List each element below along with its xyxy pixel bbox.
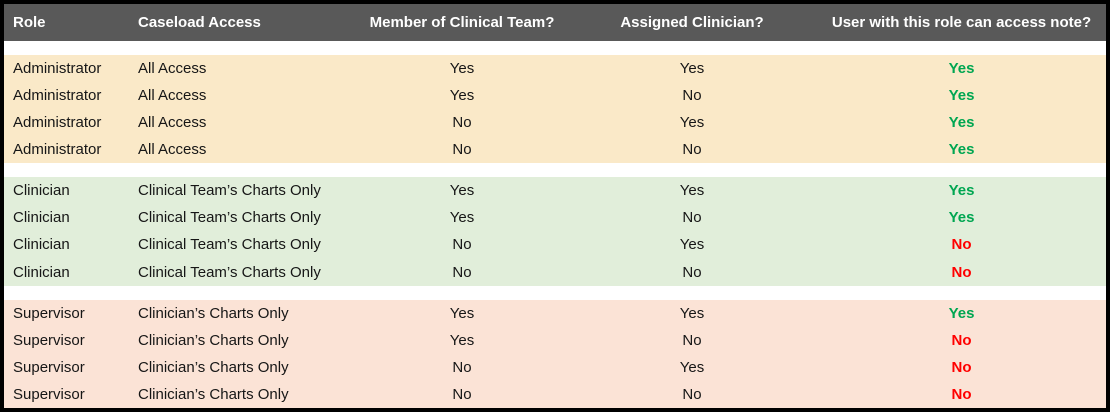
assigned-clinician-cell: Yes <box>679 358 705 376</box>
caseload-access-cell: Clinician’s Charts Only <box>138 304 289 322</box>
table-row-clinician: Clinician Clinical Team’s Charts Only No Ye… <box>4 231 1106 259</box>
role-cell: Clinician <box>13 182 70 200</box>
can-access-note-cell: Yes <box>948 141 975 159</box>
column-header-member-of-clinical-team: Member of Clinical Team? <box>357 4 567 41</box>
caseload-access-cell: All Access <box>138 87 207 105</box>
group-spacer-cell <box>4 285 1106 300</box>
assigned-clinician-cell: Yes <box>679 236 705 254</box>
can-access-note-cell: No <box>951 358 972 376</box>
column-header-can-access-note: User with this role can access note? <box>817 4 1106 41</box>
assigned-clinician-cell: Yes <box>679 114 705 132</box>
caseload-access-cell: All Access <box>138 141 207 159</box>
member-of-clinical-team-cell: Yes <box>449 304 475 322</box>
member-of-clinical-team-cell: No <box>452 358 472 376</box>
table-row-supervisor: Supervisor Clinician’s Charts Only No Yes No <box>4 353 1106 381</box>
caseload-access-cell: Clinician’s Charts Only <box>138 331 289 349</box>
role-cell: Administrator <box>13 114 102 132</box>
can-access-note-cell: Yes <box>948 304 975 322</box>
assigned-clinician-cell: No <box>682 209 702 227</box>
caseload-access-cell: All Access <box>138 60 207 78</box>
table-header-row: Role Caseload Access Member of Clinical … <box>4 4 1106 41</box>
table-row-administrator: Administrator All Access Yes No Yes <box>4 82 1106 110</box>
member-of-clinical-team-cell: Yes <box>449 331 475 349</box>
group-spacer-cell <box>4 163 1106 178</box>
role-cell: Supervisor <box>13 385 85 403</box>
table-row-clinician: Clinician Clinical Team’s Charts Only Yes N… <box>4 204 1106 232</box>
can-access-note-cell: No <box>951 331 972 349</box>
member-of-clinical-team-cell: Yes <box>449 60 475 78</box>
assigned-clinician-cell: Yes <box>679 304 705 322</box>
table-row-administrator: Administrator All Access No Yes Yes <box>4 109 1106 137</box>
can-access-note-cell: No <box>951 385 972 403</box>
member-of-clinical-team-cell: No <box>452 141 472 159</box>
can-access-note-cell: Yes <box>948 209 975 227</box>
role-cell: Supervisor <box>13 358 85 376</box>
caseload-access-cell: Clinical Team’s Charts Only <box>138 263 321 281</box>
can-access-note-cell: Yes <box>948 60 975 78</box>
role-cell: Administrator <box>13 60 102 78</box>
member-of-clinical-team-cell: Yes <box>449 209 475 227</box>
table-row-supervisor: Supervisor Clinician’s Charts Only Yes No No <box>4 326 1106 354</box>
role-cell: Clinician <box>13 236 70 254</box>
member-of-clinical-team-cell: No <box>452 114 472 132</box>
table-row-administrator: Administrator All Access No No Yes <box>4 136 1106 164</box>
column-header-assigned-clinician: Assigned Clinician? <box>567 4 817 41</box>
assigned-clinician-cell: Yes <box>679 182 705 200</box>
access-matrix-table: Role Caseload Access Member of Clinical … <box>4 4 1106 408</box>
assigned-clinician-cell: No <box>682 331 702 349</box>
role-cell: Clinician <box>13 263 70 281</box>
member-of-clinical-team-cell: No <box>452 263 472 281</box>
can-access-note-cell: No <box>951 236 972 254</box>
caseload-access-cell: Clinician’s Charts Only <box>138 358 289 376</box>
can-access-note-cell: Yes <box>948 182 975 200</box>
member-of-clinical-team-cell: No <box>452 385 472 403</box>
group-spacer <box>4 163 1106 178</box>
table-row-clinician: Clinician Clinical Team’s Charts Only Yes Y… <box>4 177 1106 205</box>
group-spacer <box>4 285 1106 300</box>
assigned-clinician-cell: No <box>682 141 702 159</box>
table-row-clinician: Clinician Clinical Team’s Charts Only No No… <box>4 258 1106 286</box>
table-header: Role Caseload Access Member of Clinical … <box>4 4 1106 41</box>
role-cell: Clinician <box>13 209 70 227</box>
assigned-clinician-cell: No <box>682 87 702 105</box>
table-row-administrator: Administrator All Access Yes Yes Yes <box>4 55 1106 83</box>
column-header-role: Role <box>4 4 129 41</box>
member-of-clinical-team-cell: Yes <box>449 87 475 105</box>
can-access-note-cell: Yes <box>948 114 975 132</box>
assigned-clinician-cell: No <box>682 263 702 281</box>
table-body: Administrator All Access Yes Yes Yes Administ… <box>4 41 1106 408</box>
role-cell: Supervisor <box>13 304 85 322</box>
table-row-supervisor: Supervisor Clinician’s Charts Only Yes Yes Y… <box>4 299 1106 327</box>
group-spacer <box>4 41 1106 56</box>
can-access-note-cell: No <box>951 263 972 281</box>
role-cell: Administrator <box>13 141 102 159</box>
table-row-supervisor: Supervisor Clinician’s Charts Only No No No <box>4 380 1106 408</box>
member-of-clinical-team-cell: No <box>452 236 472 254</box>
assigned-clinician-cell: Yes <box>679 60 705 78</box>
caseload-access-cell: Clinician’s Charts Only <box>138 385 289 403</box>
caseload-access-cell: All Access <box>138 114 207 132</box>
assigned-clinician-cell: No <box>682 385 702 403</box>
caseload-access-cell: Clinical Team’s Charts Only <box>138 209 321 227</box>
role-cell: Administrator <box>13 87 102 105</box>
column-header-caseload-access: Caseload Access <box>129 4 357 41</box>
caseload-access-cell: Clinical Team’s Charts Only <box>138 236 321 254</box>
group-spacer-cell <box>4 41 1106 56</box>
role-cell: Supervisor <box>13 331 85 349</box>
member-of-clinical-team-cell: Yes <box>449 182 475 200</box>
can-access-note-cell: Yes <box>948 87 975 105</box>
caseload-access-cell: Clinical Team’s Charts Only <box>138 182 321 200</box>
